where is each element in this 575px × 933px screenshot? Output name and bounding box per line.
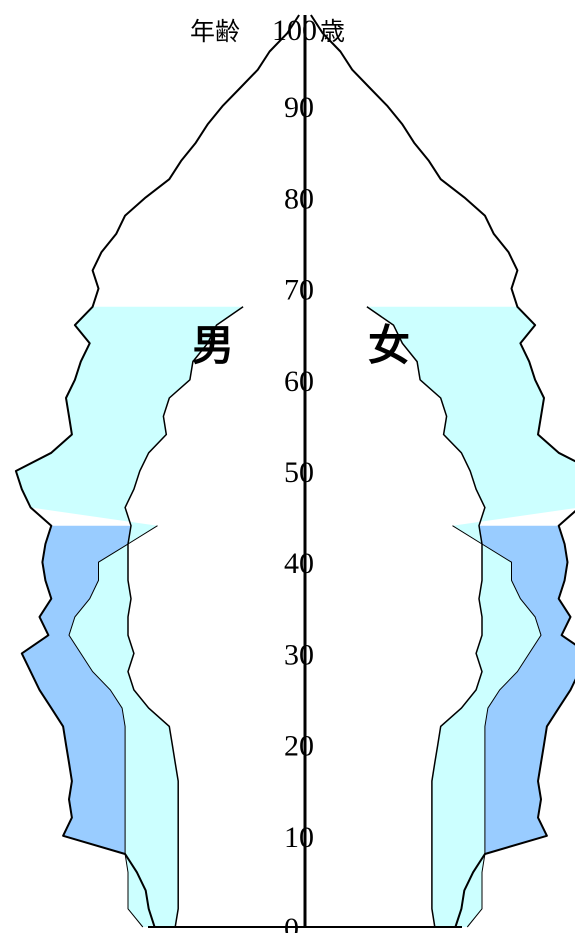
axis-title-prefix: 年齢	[190, 17, 240, 46]
age-tick-labels: 0 10 20 30 40 50 60 70 80 90 100	[272, 14, 317, 933]
pyramid-areas	[14, 14, 575, 928]
age-tick-label: 80	[284, 182, 314, 215]
male-light-edge	[124, 306, 244, 928]
male-light-band	[15, 306, 244, 927]
male-outline	[14, 14, 300, 928]
male-label: 男	[192, 321, 234, 370]
age-tick-label: 100	[272, 14, 317, 47]
age-tick-label: 20	[284, 730, 314, 763]
age-tick-label: 0	[284, 912, 299, 933]
age-tick-label: 10	[284, 821, 314, 854]
female-light-band	[366, 306, 575, 927]
age-tick-label: 50	[284, 456, 314, 489]
female-dark-band	[452, 525, 575, 927]
age-tick-label: 30	[284, 638, 314, 671]
age-tick-label: 60	[284, 365, 314, 398]
age-tick-label: 70	[284, 274, 314, 307]
age-tick-label: 40	[284, 547, 314, 580]
female-dark-edge	[452, 525, 542, 928]
female-light-edge	[366, 306, 486, 928]
male-dark-band	[21, 525, 158, 927]
female-label: 女	[368, 321, 410, 370]
age-tick-label: 90	[284, 91, 314, 124]
male-dark-edge	[68, 525, 158, 928]
female-outline	[310, 14, 575, 928]
axis-title-suffix: 歳	[320, 17, 345, 46]
